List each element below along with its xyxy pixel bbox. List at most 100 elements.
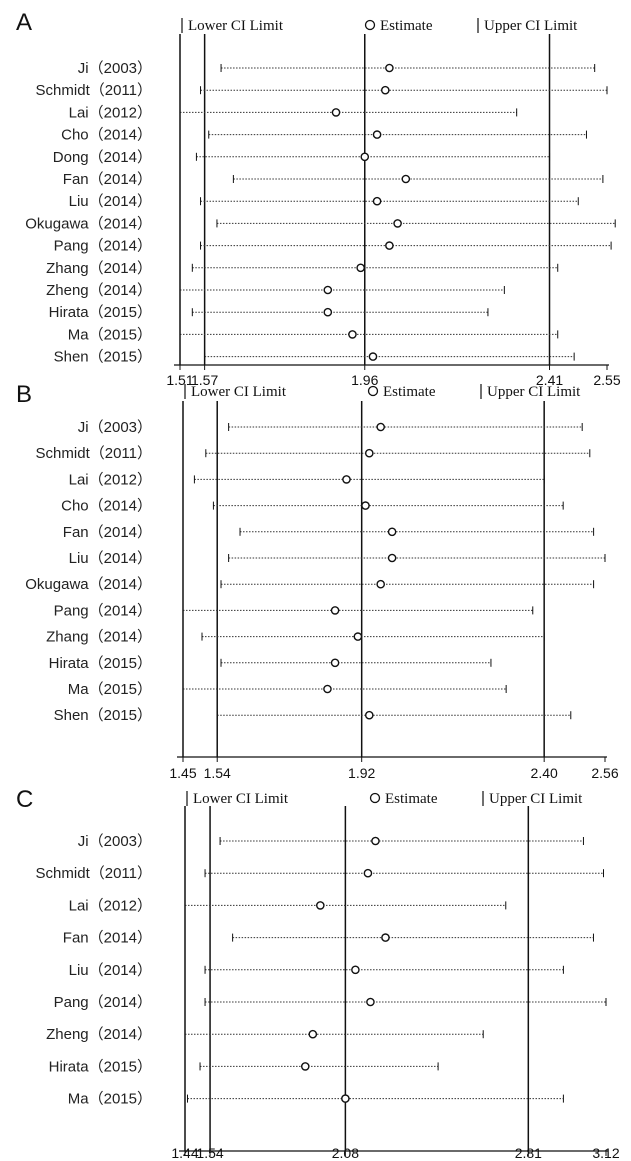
study-label: Liu（2014） [69,962,152,979]
legend: Lower CI Limit Estimate Upper CI Limit [181,18,578,34]
study-label: Shen（2015） [54,349,152,366]
study-row: Zhang（2014） [46,260,559,277]
estimate-marker [330,658,340,668]
legend-estimate-label: Estimate [383,384,436,400]
legend-lower-label: Lower CI Limit [188,18,284,34]
x-tick-label: 1.44 [171,1145,198,1161]
study-label: Ji（2003） [78,833,152,850]
study-label: Ma（2015） [68,326,152,343]
panel-A: A Lower CI Limit Estimate Upper CI Limit 1.5… [16,9,621,388]
study-row: Shen（2015） [54,707,572,724]
study-label: Cho（2014） [61,498,152,515]
study-row: Zhang（2014） [46,629,545,646]
study-label: Liu（2014） [69,550,152,567]
estimate-marker [360,152,370,162]
estimate-marker [330,606,340,615]
x-tick-label: 2.81 [515,1145,542,1161]
study-label: Lai（2012） [69,104,152,121]
estimate-marker [363,868,373,878]
estimate-marker [341,1094,350,1103]
study-row: Cho（2014） [61,127,587,144]
estimate-marker [323,684,332,694]
study-label: Ma（2015） [68,681,152,698]
study-row: Lai（2012） [69,897,507,914]
estimate-marker [376,422,385,432]
estimate-marker [393,219,402,228]
study-label: Shen（2015） [54,707,152,724]
x-tick-label: 3.12 [592,1145,619,1161]
study-row: Fan（2014） [63,930,594,947]
estimate-marker [387,527,397,537]
estimate-marker [368,352,378,361]
legend-estimate-marker [369,792,381,804]
study-row: Ma（2015） [68,1091,564,1108]
study-label: Zheng（2014） [46,1026,152,1043]
study-row: Schmidt（2011） [36,445,591,462]
estimate-marker [385,241,394,250]
study-label: Zhang（2014） [46,629,152,646]
estimate-marker [381,933,390,942]
study-row: Ji（2003） [78,60,596,77]
study-label: Cho（2014） [61,127,152,144]
x-tick-label: 2.08 [332,1145,359,1161]
estimate-marker [380,85,390,95]
study-label: Ji（2003） [78,419,152,436]
legend: Lower CI Limit Estimate Upper CI Limit [186,791,583,807]
legend: Lower CI Limit Estimate Upper CI Limit [184,384,581,400]
study-label: Fan（2014） [63,171,152,188]
estimate-marker [361,501,370,510]
study-label: Lai（2012） [69,897,152,914]
study-label: Schmidt（2011） [36,865,152,882]
estimate-marker [366,997,375,1007]
estimate-marker [316,901,325,910]
study-row: Liu（2014） [69,193,579,210]
study-label: Lai（2012） [69,471,152,488]
study-row: Pang（2014） [54,994,607,1011]
panel-C: C Lower CI Limit Estimate Upper CI Limit 1.4… [16,786,620,1161]
study-label: Okugawa（2014） [25,215,152,232]
legend-upper-label: Upper CI Limit [484,18,578,34]
study-label: Liu（2014） [69,193,152,210]
study-label: Zhang（2014） [46,260,152,277]
study-row: Ma（2015） [68,326,559,343]
estimate-marker [323,285,333,295]
x-tick-label: 1.45 [169,765,196,781]
legend-estimate-label: Estimate [380,18,433,34]
study-label: Hirata（2015） [49,304,152,321]
study-label: Ji（2003） [78,60,152,77]
x-tick-label: 2.41 [536,372,563,388]
x-tick-label: 2.40 [531,765,558,781]
panel-letter: C [16,786,33,813]
study-row: Hirata（2015） [49,655,492,672]
estimate-marker [401,174,411,184]
x-tick-label: 1.57 [191,372,218,388]
study-row: Dong（2014） [53,149,551,166]
study-row: Liu（2014） [69,550,606,567]
study-row: Shen（2015） [54,349,575,366]
estimate-marker [356,263,365,273]
legend-estimate-label: Estimate [385,791,438,807]
study-label: Hirata（2015） [49,1058,152,1075]
study-label: Dong（2014） [53,149,152,166]
study-row: Okugawa（2014） [25,576,595,593]
estimate-marker [323,307,333,317]
study-row: Ma（2015） [68,681,507,698]
study-label: Zheng（2014） [46,282,152,299]
study-label: Schmidt（2011） [36,82,152,99]
legend-estimate-marker [367,385,379,397]
x-tick-label: 2.56 [591,765,618,781]
estimate-marker [372,196,382,206]
study-row: Pang（2014） [54,238,612,255]
estimate-marker [351,965,360,975]
study-label: Pang（2014） [54,602,152,619]
estimate-marker [387,553,397,563]
estimate-marker [331,108,341,117]
study-row: Schmidt（2011） [36,82,608,99]
study-label: Okugawa（2014） [25,576,152,593]
estimate-marker [371,836,380,846]
estimate-marker [308,1029,318,1039]
estimate-marker [353,632,363,641]
estimate-marker [348,330,357,339]
study-row: Schmidt（2011） [36,865,604,882]
study-row: Ji（2003） [78,419,583,436]
